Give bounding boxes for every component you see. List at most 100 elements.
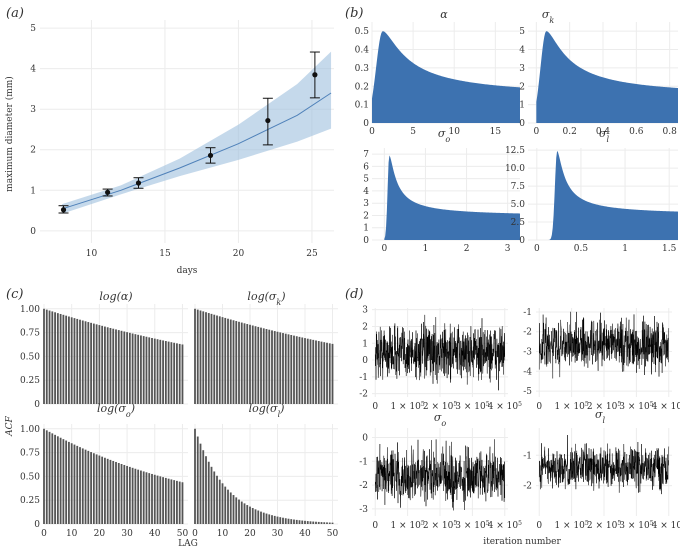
- panel-b-xtick: 0: [369, 127, 375, 137]
- panel-a-data-point: [135, 180, 142, 186]
- panel-c-acf-bar: [84, 449, 87, 524]
- panel-d-xtick: 2 × 105: [423, 520, 457, 532]
- panel-c-acf-bar: [178, 481, 181, 524]
- panel-a-ytick: 1: [30, 186, 36, 196]
- panel-c-acf-bar: [216, 475, 218, 524]
- panel-c-acf-bar: [142, 336, 145, 404]
- panel-c-acf-bar: [153, 474, 156, 524]
- panel-c-acf-bar: [196, 309, 199, 404]
- panel-c-acf-bar: [173, 342, 176, 404]
- panel-b-ytick: 4: [519, 46, 525, 56]
- panel-c-acf-bar: [87, 322, 90, 404]
- panel-c-acf-bar: [79, 447, 81, 524]
- panel-c-xtick: 30: [121, 529, 133, 539]
- panel-c-acf-bar: [205, 456, 207, 524]
- panel-d-xtick: 3 × 105: [619, 520, 653, 532]
- panel-c-acf-bar: [328, 343, 331, 404]
- panel-c-acf-bar: [120, 463, 123, 524]
- panel-c-acf-bar: [112, 328, 115, 404]
- panel-c-acf-bar: [68, 441, 70, 524]
- panel-c-acf-bar: [290, 519, 293, 524]
- panel-a-xtick: 25: [306, 249, 318, 259]
- panel-b-ytick: 3: [519, 64, 525, 74]
- panel-c-acf-bar: [232, 495, 235, 524]
- panel-c-acf-bar: [170, 479, 173, 524]
- panel-d-xtick: 1 × 105: [554, 520, 588, 532]
- panel-d-xtick: 2 × 105: [423, 401, 457, 413]
- panel-c-acf-bar: [109, 327, 112, 404]
- panel-b-xtick: 0: [533, 127, 539, 137]
- panel-b-ytick: 2.5: [511, 218, 526, 228]
- panel-c-acf-bar: [224, 317, 227, 404]
- panel-c-ytick: 0.50: [20, 352, 40, 362]
- panel-c-ytick: 0: [34, 400, 40, 410]
- panel-b-xtick: 5: [410, 127, 416, 137]
- panel-b-xtick: 0: [381, 244, 387, 254]
- panel-c-acf-bar: [246, 505, 249, 524]
- panel-c-acf-bar: [306, 521, 309, 524]
- panel-c-acf-bar: [293, 519, 295, 524]
- panel-c-acf-bar: [312, 339, 315, 404]
- panel-d-xtick: 4 × 105: [488, 401, 522, 413]
- panel-d-ytick: -3: [359, 505, 368, 515]
- panel-c-acf-bar: [284, 518, 287, 524]
- panel-c-acf-bar: [131, 333, 134, 404]
- panel-c-acf-bar: [120, 330, 123, 404]
- panel-b-ytick: 7.5: [511, 182, 526, 192]
- panel-c-ylabel: ACF: [5, 415, 15, 436]
- panel-d-title: σo: [434, 411, 447, 428]
- panel-d-xtick: 0: [372, 521, 378, 531]
- panel-c-acf-bar: [276, 331, 279, 404]
- panel-c-acf-bar: [227, 318, 229, 404]
- panel-c-acf-bar: [104, 457, 106, 524]
- panel-c-acf-bar: [73, 318, 76, 404]
- panel-c-acf-bar: [48, 431, 51, 524]
- panel-c-acf-bar: [260, 511, 262, 524]
- panel-c-acf-bar: [317, 341, 320, 404]
- panel-d-ytick: -2: [523, 328, 532, 338]
- panel-c-acf-bar: [92, 453, 95, 524]
- panel-c-xtick: 20: [94, 529, 106, 539]
- panel-c-acf-bar: [199, 443, 202, 524]
- panel-d-xtick: 3 × 105: [455, 520, 489, 532]
- panel-c-acf-bar: [43, 428, 45, 524]
- panel-c-acf-bar: [282, 517, 284, 524]
- panel-c-acf-bar: [162, 477, 164, 524]
- panel-a-xtick: 10: [86, 249, 98, 259]
- panel-c-ytick: 0: [34, 520, 40, 530]
- panel-b-ytick: 0.3: [355, 64, 370, 74]
- panel-c-acf-bar: [65, 440, 68, 524]
- panel-c-acf-bar: [301, 520, 304, 524]
- panel-c-acf-bar: [73, 444, 76, 524]
- panel-c-acf-bar: [51, 433, 54, 524]
- panel-b-title: σk: [542, 8, 555, 25]
- panel-c-acf-bar: [218, 316, 221, 404]
- panel-d-ytick: -5: [523, 387, 532, 397]
- panel-b-ytick: 2: [519, 82, 525, 92]
- panel-b-xtick: 0: [534, 244, 540, 254]
- panel-d-ytick: -3: [523, 348, 532, 358]
- panel-c-acf-bar: [123, 464, 126, 524]
- panel-d-ytick: -2: [359, 481, 368, 491]
- panel-c-acf-bar: [140, 470, 142, 524]
- panel-c-acf-bar: [287, 518, 290, 524]
- panel-c-xtick: 10: [66, 529, 78, 539]
- panel-c-acf-bar: [312, 521, 315, 524]
- panel-c-acf-bar: [45, 430, 48, 524]
- panel-c-acf-bar: [295, 336, 298, 404]
- panel-c-acf-bar: [148, 337, 151, 404]
- panel-c-acf-bar: [167, 478, 170, 524]
- panel-c-acf-bar: [298, 520, 301, 524]
- panel-d-ytick: -1: [359, 457, 368, 467]
- panel-d-xlabel: iteration number: [483, 537, 561, 547]
- panel-a-ytick: 4: [30, 65, 36, 75]
- panel-d-xtick: 0: [372, 402, 378, 412]
- panel-c-xlabel: LAG: [178, 539, 198, 548]
- panel-b-title: α: [440, 8, 448, 21]
- panel-c-xtick: 20: [244, 529, 256, 539]
- panel-c-xtick: 0: [41, 529, 47, 539]
- panel-b-xtick: 1: [622, 244, 628, 254]
- panel-c-acf-bar: [101, 456, 104, 524]
- panel-d-xtick: 0: [536, 521, 542, 531]
- panel-a-data-point: [265, 117, 271, 124]
